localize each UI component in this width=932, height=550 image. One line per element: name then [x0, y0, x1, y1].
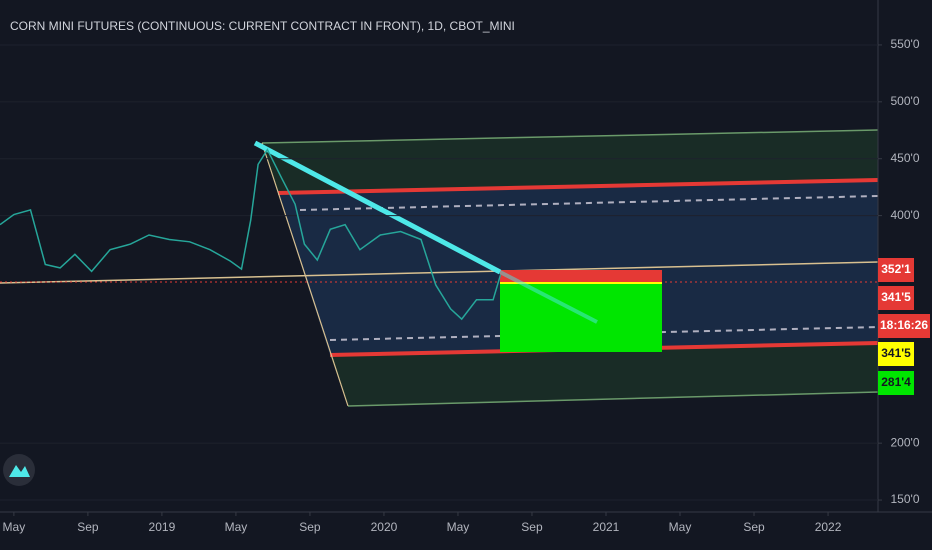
y-tick-label: 150'0	[891, 492, 920, 506]
x-tick-label: 2020	[371, 520, 398, 534]
cyan-trend	[253, 140, 502, 275]
y-tick-label: 550'0	[891, 37, 920, 51]
x-tick-label: May	[3, 520, 26, 534]
price-label-bg	[878, 371, 914, 395]
y-tick-label: 500'0	[891, 94, 920, 108]
price-label: 341'5	[881, 346, 911, 360]
channel-lower-zone	[330, 343, 878, 406]
fork-edge	[261, 142, 349, 407]
y-tick-label: 200'0	[891, 435, 920, 449]
x-tick-label: Sep	[299, 520, 321, 534]
channel-bottom	[347, 391, 879, 407]
channel-red-top	[277, 178, 879, 195]
countdown-bg	[878, 314, 930, 338]
green-box	[500, 283, 662, 352]
logo-mark	[9, 465, 30, 477]
y-tick-label: 450'0	[891, 151, 920, 165]
logo	[3, 454, 35, 486]
x-tick-label: May	[225, 520, 248, 534]
x-tick-label: Sep	[743, 520, 765, 534]
price-label: 341'5	[881, 290, 911, 304]
x-tick-label: May	[447, 520, 470, 534]
cyan-projection	[499, 270, 598, 324]
dashed-lower	[329, 326, 879, 341]
dashed-upper	[299, 195, 879, 211]
red-box	[500, 270, 662, 283]
x-tick-label: 2021	[593, 520, 620, 534]
channel-middle-zone	[278, 180, 878, 355]
price-line-series	[0, 148, 502, 321]
channel-upper-zone	[262, 130, 878, 193]
x-tick-label: Sep	[521, 520, 543, 534]
trend-tan	[0, 261, 879, 284]
x-tick-label: 2019	[149, 520, 176, 534]
price-label-bg	[878, 258, 914, 282]
channel-top	[261, 129, 879, 144]
price-label-bg	[878, 286, 914, 310]
x-tick-label: Sep	[77, 520, 99, 534]
price-label: 352'1	[881, 262, 911, 276]
chart-title: CORN MINI FUTURES (CONTINUOUS: CURRENT C…	[10, 19, 515, 33]
countdown: 18:16:26	[880, 318, 928, 332]
x-tick-label: 2022	[815, 520, 842, 534]
y-tick-label: 400'0	[891, 208, 920, 222]
drawings	[0, 129, 879, 407]
price-label-bg	[878, 342, 914, 366]
x-tick-label: May	[669, 520, 692, 534]
price-label: 281'4	[881, 375, 911, 389]
